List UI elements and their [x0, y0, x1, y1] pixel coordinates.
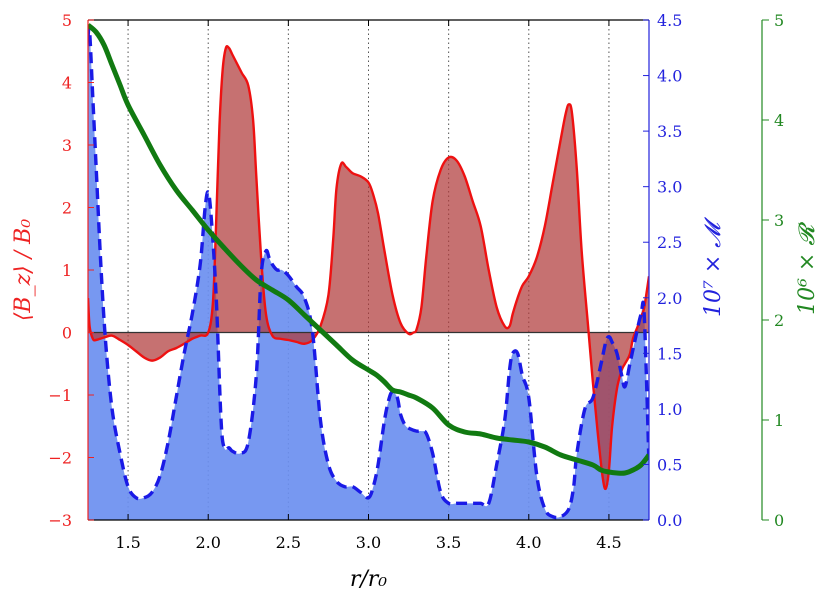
m-tick-label-6: 3.0 [657, 178, 682, 197]
m-tick-label-5: 2.5 [657, 233, 682, 252]
x-axis-label: r/r₀ [350, 567, 387, 592]
r-axis-label: 10⁶ × 𝓡 [795, 222, 820, 315]
bz-series-fill [88, 46, 649, 489]
r-tick-label-5: 5 [774, 11, 784, 30]
plot-area [88, 20, 649, 520]
left-tick-label-1: −2 [48, 449, 72, 468]
m-tick-label-8: 4.0 [657, 67, 682, 86]
m-series-line [88, 25, 649, 520]
m-axis-label: 10⁷ × 𝓜 [701, 217, 726, 317]
left-tick-label-0: −3 [48, 511, 72, 530]
r-tick-label-4: 4 [774, 111, 784, 130]
left-tick-label-5: 2 [62, 199, 72, 218]
m-tick-label-3: 1.5 [657, 344, 682, 363]
r-tick-label-1: 1 [774, 411, 784, 430]
r-tick-label-3: 3 [774, 211, 784, 230]
x-tick-label-3: 3.0 [356, 533, 381, 552]
m-tick-label-0: 0.0 [657, 511, 682, 530]
left-tick-label-3: 0 [62, 324, 72, 343]
left-tick-label-2: −1 [48, 386, 72, 405]
m-tick-label-4: 2.0 [657, 289, 682, 308]
x-tick-label-1: 2.0 [195, 533, 220, 552]
m-tick-label-1: 0.5 [657, 455, 682, 474]
bz-series-line [88, 45, 649, 491]
left-tick-label-4: 1 [62, 261, 72, 280]
x-tick-label-0: 1.5 [115, 533, 140, 552]
r-tick-label-2: 2 [774, 311, 784, 330]
x-tick-label-5: 4.0 [516, 533, 541, 552]
m-tick-label-9: 4.5 [657, 11, 682, 30]
m-tick-label-7: 3.5 [657, 122, 682, 141]
left-tick-label-8: 5 [62, 11, 72, 30]
m-tick-label-2: 1.0 [657, 400, 682, 419]
r-tick-label-0: 0 [774, 511, 784, 530]
left-tick-label-6: 3 [62, 136, 72, 155]
x-tick-label-4: 3.5 [436, 533, 461, 552]
r-series-line [88, 23, 649, 476]
left-axis-label: ⟨B_z⟩ / B₀ [11, 219, 36, 321]
x-tick-label-6: 4.5 [596, 533, 621, 552]
left-tick-label-7: 4 [62, 74, 72, 93]
x-tick-label-2: 2.5 [276, 533, 301, 552]
